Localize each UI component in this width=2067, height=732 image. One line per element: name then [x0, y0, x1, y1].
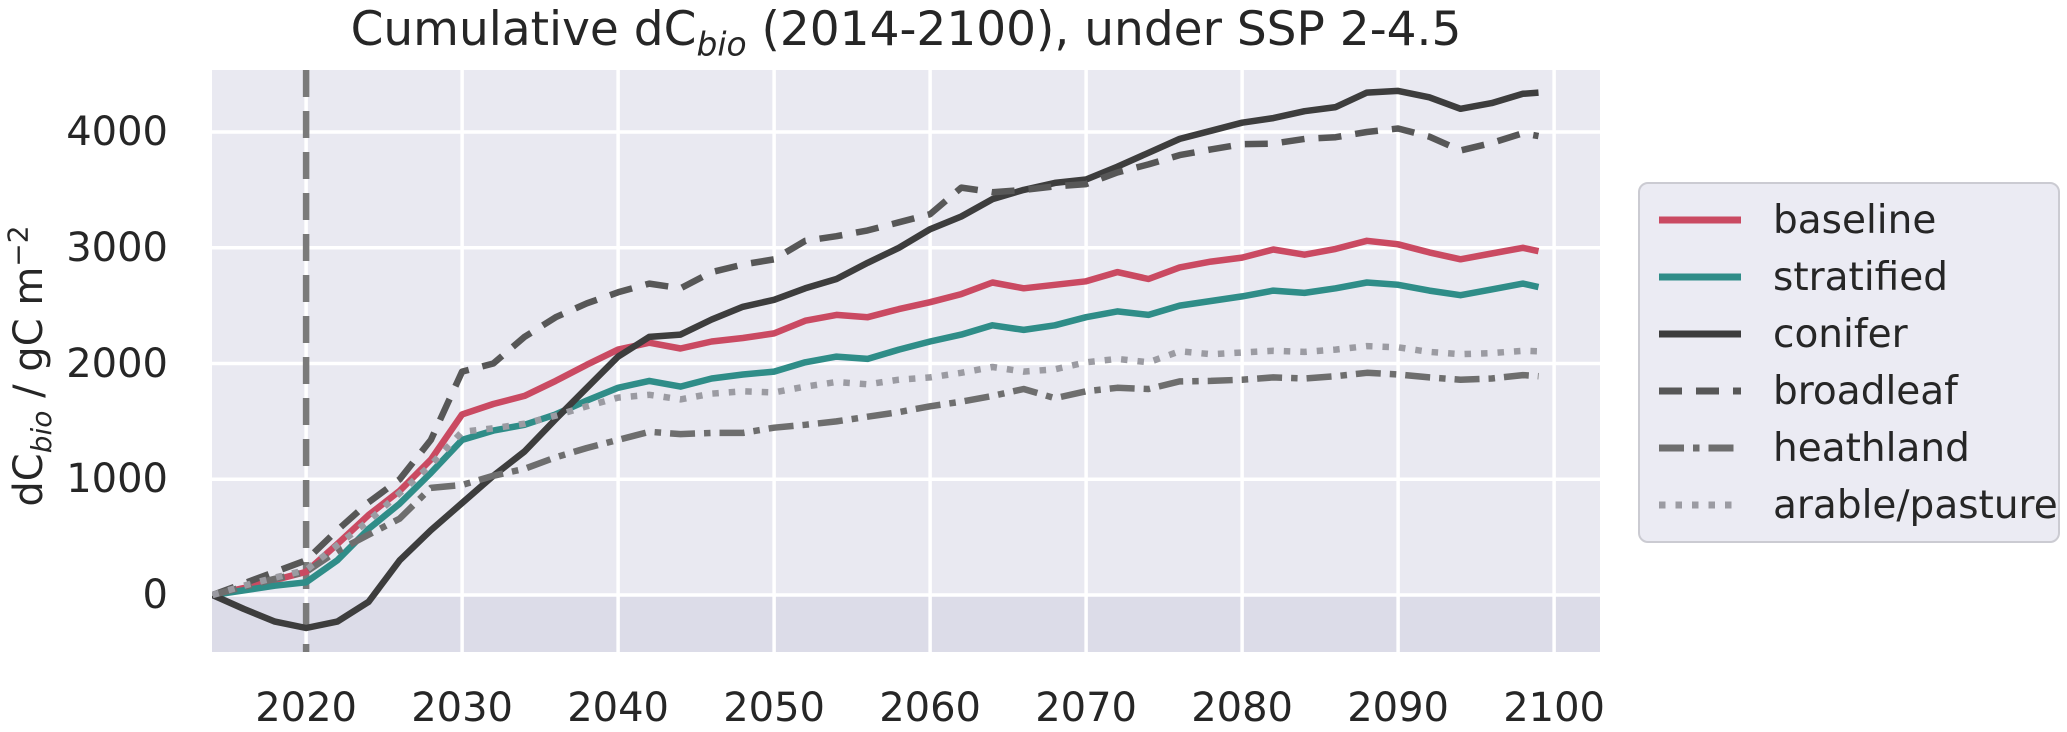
x-tick-label: 2020	[255, 685, 357, 731]
series-arable-pasture	[211, 342, 1539, 599]
x-tick-label: 2080	[1191, 685, 1293, 731]
legend-row-broadleaf: broadleaf	[1640, 363, 2058, 420]
legend-sample-line	[1659, 216, 1741, 224]
legend-row-heathland: heathland	[1640, 420, 2058, 477]
series-baseline	[211, 237, 1540, 599]
series-heathland	[211, 369, 1539, 599]
y-tick-label: 3000	[66, 224, 168, 271]
legend-sample-line	[1659, 501, 1741, 509]
below-zero-band	[212, 595, 1600, 652]
legend-sample-line	[1659, 387, 1741, 395]
x-tick-label: 2030	[411, 685, 513, 731]
legend-label: stratified	[1773, 254, 1948, 300]
legend-label: broadleaf	[1773, 368, 1958, 414]
legend-sample-line	[1659, 444, 1741, 452]
x-tick-label: 2100	[1503, 685, 1605, 731]
legend-label: baseline	[1773, 197, 1937, 243]
chart-title-suffix: (2014-2100), under SSP 2-4.5	[746, 2, 1462, 57]
legend-label: arable/pasture	[1773, 482, 2058, 528]
y-tick-label: 0	[142, 572, 168, 618]
chart-title-prefix: Cumulative dC	[350, 2, 697, 57]
chart-svg	[211, 70, 1600, 652]
x-tick-label: 2050	[723, 685, 825, 731]
y-tick-label: 1000	[66, 456, 168, 503]
legend-row-stratified: stratified	[1640, 249, 2058, 306]
y-axis-label-sub: bio	[25, 410, 58, 454]
series-broadleaf	[211, 125, 1540, 599]
legend: baseline stratified conifer broadleaf heathl…	[1638, 182, 2060, 543]
x-tick-label: 2060	[879, 685, 981, 731]
legend-label: conifer	[1773, 311, 1908, 357]
x-tick-label: 2070	[1035, 685, 1137, 731]
legend-row-baseline: baseline	[1640, 192, 2058, 249]
y-tick-label: 2000	[66, 340, 168, 387]
x-tick-label: 2090	[1347, 685, 1449, 731]
legend-row-conifer: conifer	[1640, 306, 2058, 363]
y-tick-label: 4000	[66, 109, 168, 155]
legend-sample-line	[1659, 273, 1741, 281]
legend-label: heathland	[1773, 425, 1970, 471]
legend-sample-line	[1659, 330, 1741, 338]
x-tick-label: 2040	[567, 685, 669, 731]
series-stratified	[212, 279, 1540, 599]
legend-row-arable-pasture: arable/pasture	[1640, 477, 2058, 534]
series-conifer	[211, 87, 1539, 632]
plot-area	[211, 70, 1600, 652]
chart-title: Cumulative dCbio (2014-2100), under SSP …	[212, 2, 1600, 60]
plot-background	[212, 70, 1600, 652]
chart-title-subscript: bio	[696, 24, 747, 64]
